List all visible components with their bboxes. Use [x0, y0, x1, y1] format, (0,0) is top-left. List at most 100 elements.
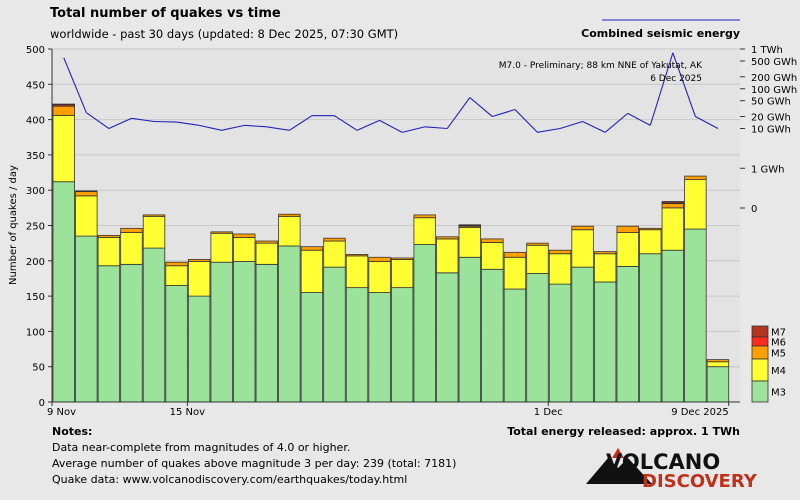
legend-swatch-m5: [751, 345, 769, 360]
energy-segment: [627, 112, 651, 126]
energy-legend: Combined seismic energy: [581, 19, 740, 40]
energy-segment: [131, 117, 155, 123]
legend-swatch-m7: [751, 325, 769, 338]
energy-segment: [356, 119, 380, 131]
bar-m5: [255, 240, 278, 244]
y-tick-label: 200: [26, 257, 45, 268]
bar-m3: [436, 272, 459, 403]
bar-m3: [571, 266, 594, 403]
y-tick-label: 0: [39, 398, 45, 409]
bar-m4: [548, 253, 572, 285]
bar-m3: [210, 261, 233, 403]
bar-m5: [75, 191, 98, 197]
bar-m4: [300, 249, 324, 293]
notes-line: Quake data: www.volcanodiscovery.com/ear…: [52, 473, 407, 486]
bar-m5: [413, 214, 436, 219]
chart-title: Total number of quakes vs time: [50, 6, 281, 21]
energy-segment: [402, 126, 425, 133]
notes-heading: Notes:: [52, 425, 92, 438]
energy-segment: [63, 57, 87, 113]
bar-m3: [593, 281, 617, 403]
bar-m3: [233, 261, 256, 403]
bar-m5: [661, 203, 685, 209]
legend-label-m7: M7: [771, 328, 786, 339]
energy-segment: [537, 127, 561, 133]
bar-m4: [323, 240, 346, 268]
bar-m3: [481, 268, 504, 403]
y-tick-label: 250: [26, 222, 45, 233]
energy-line-group: [63, 52, 719, 133]
energy-segment: [446, 97, 471, 129]
bar-m3: [300, 292, 324, 403]
energy-segment: [289, 115, 313, 131]
bar-m4: [526, 244, 549, 274]
bar-m5: [390, 257, 414, 260]
bar-m3: [75, 235, 98, 403]
y-tick-label: 500: [26, 45, 45, 56]
energy-segment: [199, 124, 222, 131]
total-energy: Total energy released: approx. 1 TWh: [507, 425, 740, 438]
bar-m4: [165, 265, 188, 286]
bar-m7: [458, 224, 481, 226]
bar-m4: [142, 215, 166, 249]
legend-label-m5: M5: [771, 349, 786, 360]
bar-m5: [481, 238, 504, 243]
bar-m4: [345, 255, 369, 289]
x-tick-label: 9 Dec 2025: [671, 407, 729, 418]
energy-segment: [604, 112, 629, 133]
bar-m3: [661, 249, 685, 403]
energy-tick-label: 500 GWh: [751, 57, 797, 68]
bar-m3: [368, 292, 391, 403]
bar-m4: [413, 217, 436, 245]
energy-tick-label: 0: [751, 204, 757, 215]
energy-segment: [424, 126, 448, 130]
bar-m4: [120, 232, 143, 265]
legend-swatch-m6: [751, 336, 769, 347]
bar-m4: [436, 238, 459, 274]
annotation-date: 6 Dec 2025: [650, 74, 702, 84]
energy-segment: [153, 120, 177, 123]
bar-m3: [323, 266, 346, 403]
volcano-discovery-logo: VOLCANO DISCOVERY: [586, 448, 758, 492]
bar-m4: [616, 232, 639, 267]
bar-m3: [639, 253, 662, 403]
bar-m4: [75, 195, 98, 237]
energy-tick-label: 1 GWh: [751, 164, 785, 175]
bar-m3: [413, 244, 436, 403]
bar-m5: [300, 246, 324, 251]
bar-m5: [436, 236, 459, 240]
bar-m3: [120, 263, 143, 403]
bar-m4: [639, 229, 662, 255]
bar-m4: [368, 261, 391, 293]
notes-line: Average number of quakes above magnitude…: [52, 457, 456, 470]
bars: [52, 103, 730, 403]
bar-m4: [97, 237, 121, 267]
energy-tick-label: 1 TWh: [751, 45, 783, 56]
bar-m3: [187, 295, 211, 403]
bar-m5: [142, 214, 166, 217]
notes-line: Data near-complete from magnitudes of 4.…: [52, 441, 350, 454]
bar-m5: [210, 231, 233, 234]
legend-label-m3: M3: [771, 388, 786, 399]
energy-segment: [266, 126, 290, 131]
bar-m5: [593, 251, 617, 255]
y-tick-label: 300: [26, 186, 45, 197]
y-axis: 0 50 100 150 200 250 300 350 400 450 500: [26, 45, 53, 409]
bar-m5: [368, 256, 391, 262]
bar-m4: [593, 253, 617, 283]
bar-m5: [526, 242, 549, 246]
energy-segment: [582, 121, 606, 133]
y-tick-label: 400: [26, 116, 45, 127]
y-tick-label: 450: [26, 80, 45, 91]
y-tick-label: 100: [26, 327, 45, 338]
bar-m5: [571, 225, 594, 231]
bar-m5: [278, 213, 301, 217]
legend-swatch-m4: [751, 358, 769, 382]
bar-m3: [165, 285, 188, 403]
energy-segment: [514, 109, 538, 133]
energy-segment: [492, 109, 516, 118]
bar-m6: [75, 190, 98, 193]
bar-m5: [165, 261, 188, 267]
bar-m3: [548, 283, 572, 403]
